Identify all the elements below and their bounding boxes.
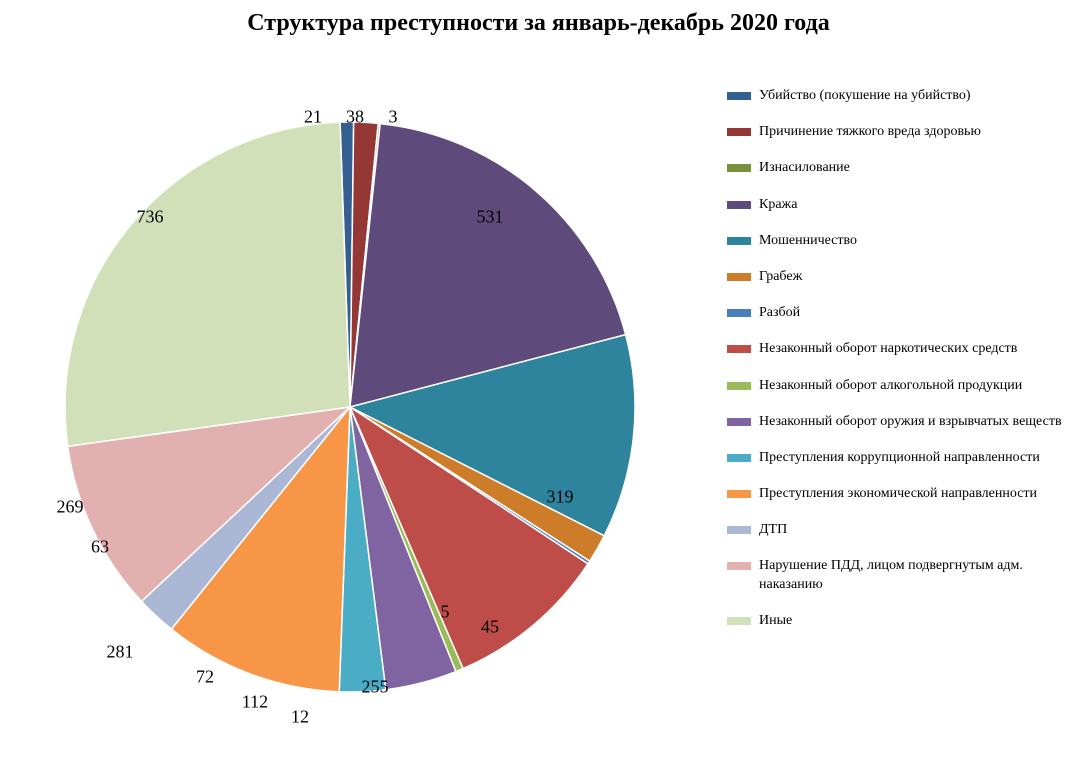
legend-swatch bbox=[727, 128, 751, 136]
legend-swatch bbox=[727, 490, 751, 498]
legend-label: Убийство (покушение на убийство) bbox=[759, 87, 1067, 105]
chart-legend: Убийство (покушение на убийство) Причинен… bbox=[727, 87, 1067, 648]
legend-swatch bbox=[727, 382, 751, 390]
legend-item: Незаконный оборот алкогольной продукции bbox=[727, 377, 1067, 395]
slice-value-label: 736 bbox=[137, 207, 164, 228]
legend-swatch bbox=[727, 201, 751, 209]
legend-item: Убийство (покушение на убийство) bbox=[727, 87, 1067, 105]
legend-label: Разбой bbox=[759, 304, 1067, 322]
slice-value-label: 45 bbox=[481, 617, 499, 638]
legend-item: Разбой bbox=[727, 304, 1067, 322]
chart-title: Структура преступности за январь-декабрь… bbox=[0, 0, 1077, 37]
legend-swatch bbox=[727, 273, 751, 281]
legend-swatch bbox=[727, 237, 751, 245]
legend-label: Грабеж bbox=[759, 268, 1067, 286]
slice-value-label: 63 bbox=[91, 537, 109, 558]
legend-item: Нарушение ПДД, лицом подвергнутым адм. н… bbox=[727, 557, 1067, 593]
legend-label: Иные bbox=[759, 612, 1067, 630]
legend-item: Преступления экономической направленност… bbox=[727, 485, 1067, 503]
legend-label: Незаконный оборот алкогольной продукции bbox=[759, 377, 1067, 395]
slice-value-label: 5 bbox=[441, 602, 450, 623]
legend-label: Причинение тяжкого вреда здоровью bbox=[759, 123, 1067, 141]
legend-item: Причинение тяжкого вреда здоровью bbox=[727, 123, 1067, 141]
legend-item: Грабеж bbox=[727, 268, 1067, 286]
slice-value-label: 281 bbox=[107, 642, 134, 663]
legend-label: Незаконный оборот наркотических средств bbox=[759, 340, 1067, 358]
legend-swatch bbox=[727, 309, 751, 317]
legend-item: Незаконный оборот наркотических средств bbox=[727, 340, 1067, 358]
legend-label: Нарушение ПДД, лицом подвергнутым адм. н… bbox=[759, 557, 1067, 593]
legend-swatch bbox=[727, 164, 751, 172]
legend-item: Кража bbox=[727, 196, 1067, 214]
legend-swatch bbox=[727, 562, 751, 570]
legend-swatch bbox=[727, 92, 751, 100]
legend-item: Иные bbox=[727, 612, 1067, 630]
legend-swatch bbox=[727, 526, 751, 534]
slice-value-label: 269 bbox=[57, 497, 84, 518]
slice-value-label: 12 bbox=[291, 707, 309, 728]
slice-value-label: 38 bbox=[346, 107, 364, 128]
legend-label: Кража bbox=[759, 196, 1067, 214]
chart-content: 21 38 3 531 319 45 5 255 12 112 72 281 63 269 736 Убий… bbox=[0, 37, 1077, 757]
legend-label: Мошенничество bbox=[759, 232, 1067, 250]
slice-value-label: 21 bbox=[304, 107, 322, 128]
legend-item: Мошенничество bbox=[727, 232, 1067, 250]
legend-swatch bbox=[727, 345, 751, 353]
slice-value-label: 319 bbox=[547, 487, 574, 508]
legend-item: Преступления коррупционной направленност… bbox=[727, 449, 1067, 467]
slice-value-label: 531 bbox=[477, 207, 504, 228]
legend-label: Изнасилование bbox=[759, 159, 1067, 177]
legend-label: Преступления экономической направленност… bbox=[759, 485, 1067, 503]
legend-label: Незаконный оборот оружия и взрывчатых ве… bbox=[759, 413, 1067, 431]
legend-swatch bbox=[727, 617, 751, 625]
legend-label: Преступления коррупционной направленност… bbox=[759, 449, 1067, 467]
slice-value-label: 255 bbox=[362, 677, 389, 698]
legend-swatch bbox=[727, 454, 751, 462]
legend-item: Изнасилование bbox=[727, 159, 1067, 177]
slice-value-label: 72 bbox=[196, 667, 214, 688]
legend-label: ДТП bbox=[759, 521, 1067, 539]
legend-swatch bbox=[727, 418, 751, 426]
legend-item: Незаконный оборот оружия и взрывчатых ве… bbox=[727, 413, 1067, 431]
pie-slice bbox=[65, 122, 350, 446]
legend-item: ДТП bbox=[727, 521, 1067, 539]
slice-value-label: 112 bbox=[242, 692, 268, 713]
slice-value-label: 3 bbox=[389, 107, 398, 128]
